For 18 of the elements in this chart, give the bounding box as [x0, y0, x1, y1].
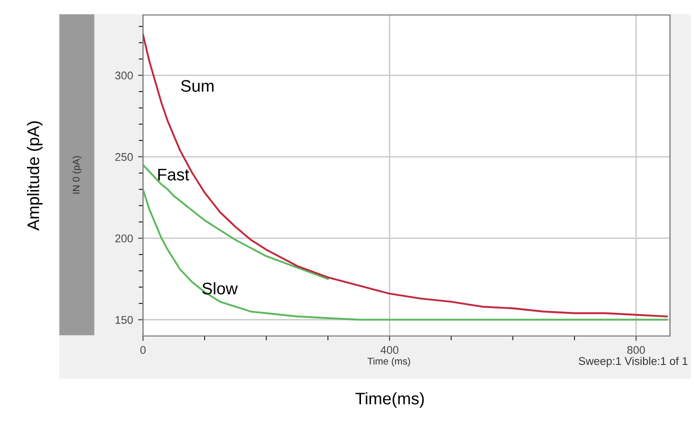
series-label: Sum: [181, 80, 214, 92]
text: IN 0 (pA): [72, 156, 82, 194]
y-tick-label: 200: [115, 234, 133, 242]
line-series: [143, 164, 329, 280]
y-tick-label: 250: [115, 153, 133, 161]
y-tick-label: 150: [116, 316, 133, 324]
x-tick-label: 800: [627, 346, 645, 354]
x-tick-label: 400: [380, 346, 398, 354]
series-label: Fast: [158, 168, 190, 180]
line-series: [143, 188, 668, 321]
y-axis-title: Amplitude (pA): [26, 121, 43, 231]
y-tick-label: 300: [115, 72, 133, 80]
text: Time (ms): [368, 357, 410, 367]
series-label: Slow: [202, 282, 238, 294]
x-axis-title: Time(ms): [356, 392, 424, 408]
x-tick-label: 0: [140, 346, 146, 354]
text: Sweep:1 Visible:1 of 1: [578, 356, 688, 368]
line-series: [143, 34, 668, 318]
